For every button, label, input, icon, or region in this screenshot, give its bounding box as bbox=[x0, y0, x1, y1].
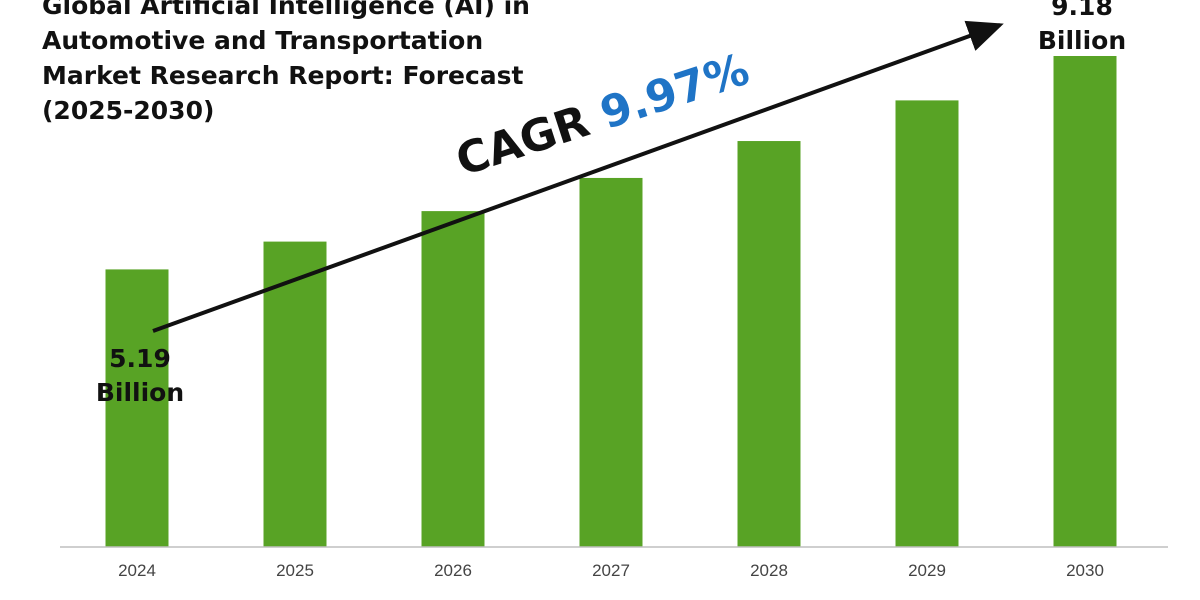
chart-title-line-2: Automotive and Transportation bbox=[42, 26, 484, 55]
bars-group bbox=[105, 56, 1117, 548]
end-unit: Billion bbox=[1037, 26, 1127, 55]
end-value: 9.18 bbox=[1051, 0, 1113, 21]
chart-title-line-3: Market Research Report: Forecast bbox=[42, 61, 524, 90]
start-value-callout: 5.19 Billion bbox=[80, 342, 200, 410]
start-unit: Billion bbox=[95, 378, 185, 407]
bar-2025 bbox=[263, 241, 327, 547]
x-tick-label-2026: 2026 bbox=[434, 561, 472, 580]
start-value: 5.19 bbox=[109, 344, 171, 373]
bar-2028 bbox=[737, 141, 801, 547]
bar-2029 bbox=[895, 100, 959, 547]
bar-2024 bbox=[105, 269, 169, 547]
bar-2026 bbox=[421, 211, 485, 547]
x-tick-label-2030: 2030 bbox=[1066, 561, 1104, 580]
x-tick-label-2025: 2025 bbox=[276, 561, 314, 580]
x-tick-label-2027: 2027 bbox=[592, 561, 630, 580]
end-value-callout: 9.18 Billion bbox=[1022, 0, 1142, 58]
x-tick-labels: 2024 2025 2026 2027 2028 2029 2030 bbox=[118, 561, 1104, 580]
x-tick-label-2024: 2024 bbox=[118, 561, 156, 580]
chart-title: Global Artificial Intelligence (AI) in A… bbox=[42, 0, 562, 128]
x-tick-label-2029: 2029 bbox=[908, 561, 946, 580]
chart-title-line-1: Global Artificial Intelligence (AI) in bbox=[42, 0, 530, 20]
chart-title-line-4: (2025-2030) bbox=[42, 96, 215, 125]
x-tick-label-2028: 2028 bbox=[750, 561, 788, 580]
cagr-trend-arrow bbox=[152, 20, 1004, 333]
bar-2030 bbox=[1053, 56, 1117, 547]
bar-2027 bbox=[579, 177, 643, 548]
